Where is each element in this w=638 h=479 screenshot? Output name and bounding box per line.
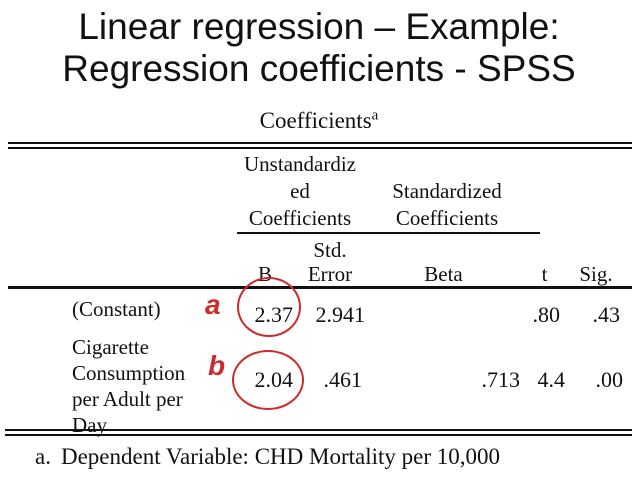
group-header-unstandardized: Unstandardiz ed Coefficients [235,151,365,232]
footnote-marker: a. [35,444,51,469]
table-caption: Coefficientsa [0,108,638,134]
annotation-label-a: a [205,289,221,320]
slide-title-line-2: Regression coefficients - SPSS [62,48,576,89]
cell-cigarette-t: 4.4 [537,367,566,392]
row-label-cigarette-consumption: Cigarette Consumption per Adult per Day [72,334,185,438]
column-header-sig: Sig. [579,262,613,286]
top-double-rule [8,142,632,149]
column-header-error: Error [307,262,353,286]
group-header-standardized-line-2: Coefficients [395,206,499,230]
group-header-unstandardized-line-3: Coefficients [248,206,352,230]
column-header-t: t [541,262,548,286]
slide-title: Linear regression – Example: Regression … [0,6,638,90]
group-header-standardized-line-1: Standardized [392,179,502,203]
cell-constant-std-error: 2.941 [315,302,366,327]
row-label-cigarette-line-2: Consumption [72,361,186,385]
row-label-cigarette-line-4: Day [72,413,107,437]
footnote-text: Dependent Variable: CHD Mortality per 10… [60,444,501,469]
table-caption-superscript: a [371,107,379,124]
cell-cigarette-std-error: .461 [323,367,363,392]
group-header-unstandardized-line-1: Unstandardiz [244,152,356,176]
annotation-circle-a [237,277,301,337]
header-body-rule [8,286,632,289]
group-header-unstandardized-line-2: ed [290,179,310,203]
bottom-double-rule [5,429,632,436]
row-label-cigarette-line-3: per Adult per [72,387,183,411]
footnote: a. Dependent Variable: CHD Mortality per … [35,444,500,470]
slide-title-line-1: Linear regression – Example: [78,6,560,47]
annotation-label-b: b [208,350,226,381]
cell-constant-sig: .43 [592,302,621,327]
column-header-std: Std. [313,238,347,262]
row-label-cigarette-line-1: Cigarette [72,335,149,359]
group-header-standardized: Standardized Coefficients [372,178,522,232]
cell-cigarette-beta: .713 [481,367,521,392]
annotation-circle-b [232,350,304,410]
row-label-constant: (Constant) [72,297,161,321]
column-header-beta: Beta [424,262,463,286]
table-caption-text: Coefficients [259,108,372,133]
cell-constant-t: .80 [532,302,561,327]
group-header-underline [237,232,540,234]
cell-cigarette-sig: .00 [595,367,624,392]
